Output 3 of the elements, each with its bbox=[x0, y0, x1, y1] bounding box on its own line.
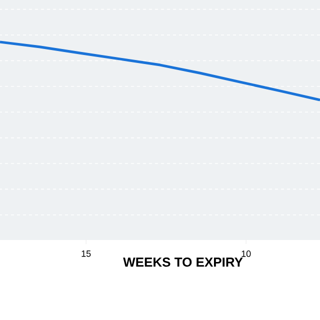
x-axis-title: WEEKS TO EXPIRY bbox=[123, 258, 243, 267]
x-tick-label: 15 bbox=[82, 250, 91, 257]
x-tick-label: 10 bbox=[242, 250, 251, 257]
